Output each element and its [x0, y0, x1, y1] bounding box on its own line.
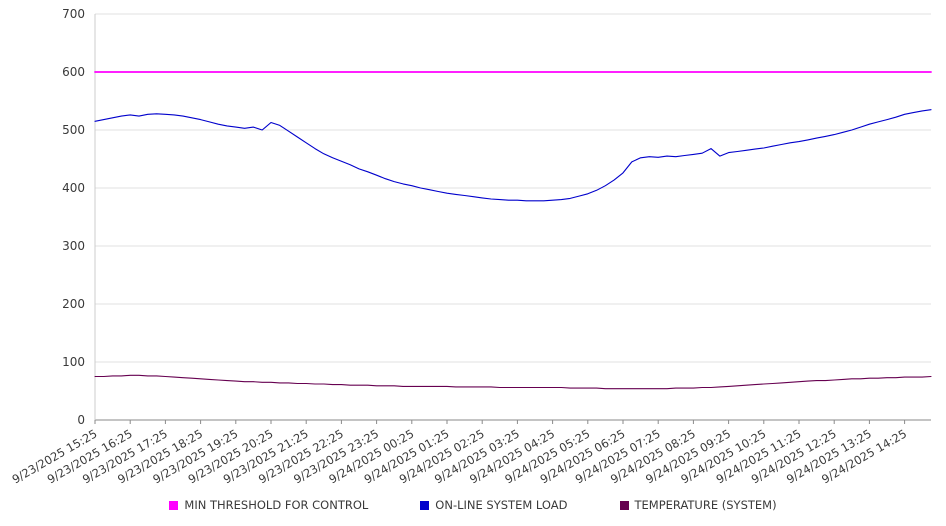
legend-swatch [169, 500, 179, 510]
y-tick-label: 700 [62, 7, 85, 21]
legend-label: MIN THRESHOLD FOR CONTROL [184, 498, 369, 512]
y-tick-label: 300 [62, 239, 85, 253]
y-tick-label: 0 [77, 413, 85, 427]
y-tick-label: 500 [62, 123, 85, 137]
legend-item: MIN THRESHOLD FOR CONTROL [169, 498, 368, 512]
y-tick-label: 600 [62, 65, 85, 79]
legend-item: TEMPERATURE (SYSTEM) [619, 498, 777, 512]
legend-label: ON-LINE SYSTEM LOAD [435, 498, 568, 512]
series-line [94, 109, 932, 202]
y-tick-label: 100 [62, 355, 85, 369]
chart-legend: MIN THRESHOLD FOR CONTROL ON-LINE SYSTEM … [0, 498, 946, 512]
legend-swatch [420, 500, 430, 510]
y-tick-label: 400 [62, 181, 85, 195]
legend-label: TEMPERATURE (SYSTEM) [634, 498, 777, 512]
legend-swatch [619, 500, 629, 510]
legend-item: ON-LINE SYSTEM LOAD [420, 498, 568, 512]
series-line [94, 374, 932, 390]
y-tick-label: 200 [62, 297, 85, 311]
